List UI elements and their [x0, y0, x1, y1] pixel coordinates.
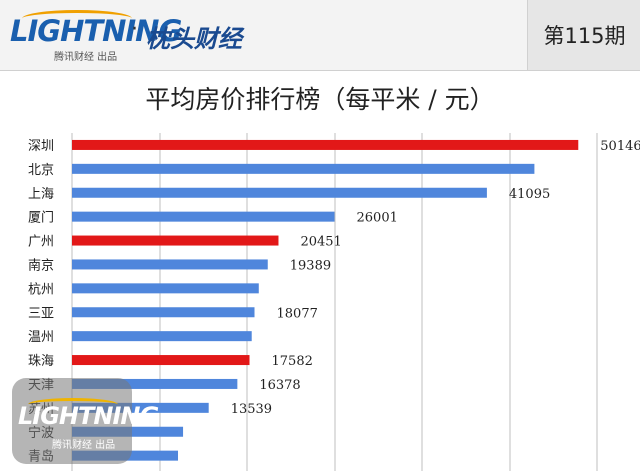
bar: [72, 283, 259, 294]
category-label: 上海: [28, 187, 54, 202]
lightning-logo: LIGHTNING 腾讯财经 出品: [10, 10, 182, 63]
data-label: 13539: [231, 402, 272, 417]
bar: [72, 331, 252, 342]
category-label: 温州: [28, 330, 54, 345]
bar: [72, 211, 335, 222]
bar: [72, 235, 279, 246]
data-label: 41095: [509, 187, 550, 202]
data-label: 20451: [300, 235, 341, 250]
brand-separator: ·: [131, 17, 138, 42]
category-label: 厦门: [28, 211, 54, 226]
category-label: 北京: [28, 163, 54, 178]
data-label: 18077: [277, 306, 318, 321]
bar: [72, 355, 250, 366]
brand-name: 枕头财经: [146, 25, 242, 53]
watermark-wordmark: LIGHTNING: [18, 402, 159, 430]
category-label: 杭州: [28, 282, 54, 297]
data-label: 19389: [290, 258, 331, 273]
issue-number: 第115期: [527, 0, 640, 70]
bar: [72, 163, 535, 174]
watermark-swoosh-icon: [28, 398, 118, 411]
bar: [72, 187, 487, 198]
logo-swoosh-icon: [22, 10, 132, 27]
bar: [72, 259, 268, 270]
bar: [72, 139, 579, 150]
data-label: 26001: [357, 211, 398, 226]
bar: [72, 378, 238, 389]
watermark-subtitle: 腾讯财经 出品: [52, 440, 116, 451]
data-label: 17582: [272, 354, 313, 369]
category-label: 深圳: [28, 139, 54, 154]
watermark-logo: LIGHTNING 腾讯财经 出品: [12, 378, 159, 464]
category-label: 珠海: [28, 354, 54, 369]
logo-wordmark: LIGHTNING: [10, 14, 182, 48]
data-label: 16378: [259, 378, 300, 393]
chart-title: 平均房价排行榜（每平米 / 元）: [145, 85, 495, 114]
category-label: 三亚: [28, 306, 54, 321]
category-label: 广州: [28, 235, 54, 250]
bar: [72, 307, 255, 318]
data-label: 50146: [600, 139, 640, 154]
header: LIGHTNING 腾讯财经 出品 · 枕头财经 第115期: [0, 0, 640, 71]
bar: [72, 402, 209, 413]
logo-subtitle: 腾讯财经 出品: [54, 52, 118, 63]
category-label: 南京: [28, 257, 54, 273]
